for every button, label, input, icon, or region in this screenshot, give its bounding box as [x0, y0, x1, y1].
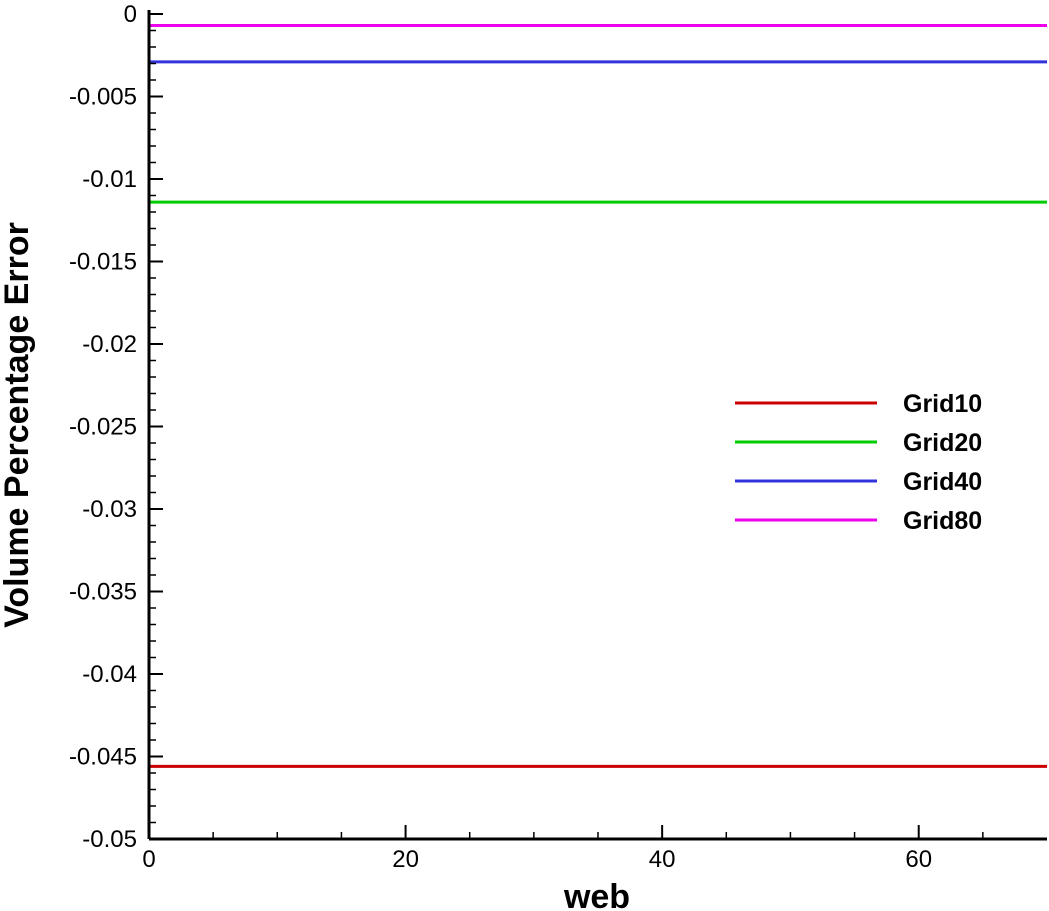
legend-label-grid10: Grid10 [903, 390, 982, 418]
y-tick-label: -0.01 [82, 166, 137, 193]
legend-label-grid20: Grid20 [903, 429, 982, 457]
y-tick-label: -0.035 [69, 579, 137, 606]
y-axis-title: Volume Percentage Error [0, 222, 36, 628]
x-tick-label: 40 [649, 846, 676, 873]
legend-label-grid80: Grid80 [903, 507, 982, 535]
x-tick-label: 0 [142, 846, 155, 873]
y-tick-label: 0 [124, 1, 137, 28]
x-axis-title: web [563, 878, 630, 911]
y-tick-label: -0.05 [82, 826, 137, 853]
y-tick-label: -0.025 [69, 414, 137, 441]
y-tick-label: -0.045 [69, 744, 137, 771]
y-tick-label: -0.03 [82, 496, 137, 523]
y-tick-label: -0.04 [82, 661, 137, 688]
y-tick-label: -0.015 [69, 249, 137, 276]
y-tick-label: -0.005 [69, 84, 137, 111]
x-tick-label: 20 [392, 846, 419, 873]
plot-lines [149, 24, 1047, 768]
y-tick-label: -0.02 [82, 331, 137, 358]
x-tick-label: 60 [905, 846, 932, 873]
legend-label-grid40: Grid40 [903, 468, 982, 496]
axes: 0 -0.005 -0.01 -0.015 -0.02 -0.025 -0.03 -0.035… [69, 1, 1047, 873]
legend: Grid10 Grid20 Grid40 Grid80 [735, 390, 982, 535]
